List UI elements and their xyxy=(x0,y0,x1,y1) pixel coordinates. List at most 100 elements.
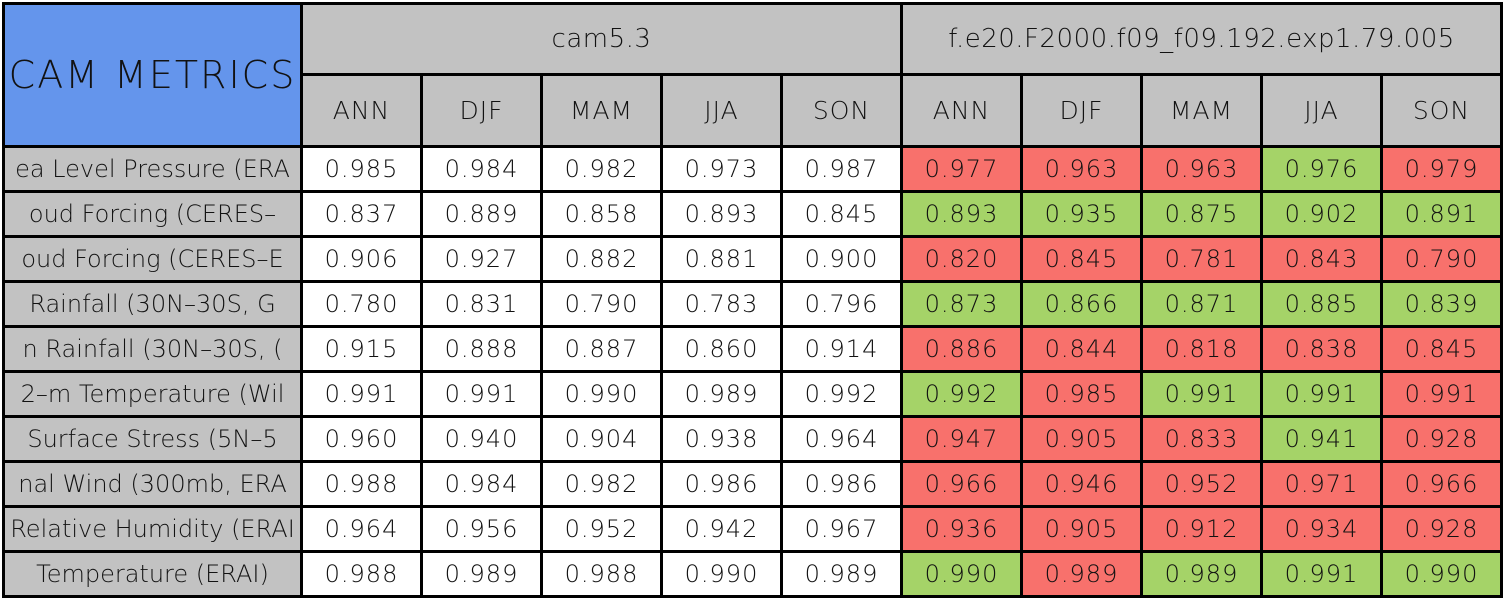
cam53-djf-value: 0.984 xyxy=(420,145,543,193)
exp-mam-value: 0.875 xyxy=(1140,190,1263,238)
season-header-exp-djf: DJF xyxy=(1020,73,1143,148)
table-title-cell: CAM METRICS xyxy=(2,2,303,148)
cam53-ann-value: 0.985 xyxy=(300,145,423,193)
exp-ann-value: 0.977 xyxy=(900,145,1023,193)
metric-label: Relative Humidity (ERAI xyxy=(2,505,303,553)
exp-son-value: 0.966 xyxy=(1380,460,1503,508)
cam53-son-value: 0.845 xyxy=(780,190,903,238)
exp-mam-value: 0.963 xyxy=(1140,145,1263,193)
exp-son-value: 0.891 xyxy=(1380,190,1503,238)
cam53-son-value: 0.992 xyxy=(780,370,903,418)
exp-ann-value: 0.893 xyxy=(900,190,1023,238)
cam53-jja-value: 0.893 xyxy=(660,190,783,238)
exp-djf-value: 0.963 xyxy=(1020,145,1143,193)
season-header-cam53-mam: MAM xyxy=(540,73,663,148)
cam53-ann-value: 0.906 xyxy=(300,235,423,283)
season-header-exp-mam: MAM xyxy=(1140,73,1263,148)
season-header-cam53-jja: JJA xyxy=(660,73,783,148)
cam53-ann-value: 0.991 xyxy=(300,370,423,418)
cam53-mam-value: 0.887 xyxy=(540,325,663,373)
exp-djf-value: 0.844 xyxy=(1020,325,1143,373)
exp-son-value: 0.839 xyxy=(1380,280,1503,328)
season-header-exp-son: SON xyxy=(1380,73,1503,148)
model-header-row: CAM METRICS cam5.3 f.e20.F2000.f09_f09.1… xyxy=(2,2,1503,148)
exp-ann-value: 0.886 xyxy=(900,325,1023,373)
metric-label: Surface Stress (5N–5 xyxy=(2,415,303,463)
cam53-ann-value: 0.988 xyxy=(300,550,423,598)
exp-djf-value: 0.905 xyxy=(1020,415,1143,463)
cam53-son-value: 0.900 xyxy=(780,235,903,283)
cam53-mam-value: 0.952 xyxy=(540,505,663,553)
exp-jja-value: 0.885 xyxy=(1260,280,1383,328)
metric-row: 2–m Temperature (Wil 0.991 0.991 0.990 0.989… xyxy=(2,370,1503,418)
cam53-mam-value: 0.882 xyxy=(540,235,663,283)
cam53-jja-value: 0.881 xyxy=(660,235,783,283)
season-header-cam53-ann: ANN xyxy=(300,73,423,148)
cam53-mam-value: 0.790 xyxy=(540,280,663,328)
metric-row: Temperature (ERAI) 0.988 0.989 0.988 0.990 0.… xyxy=(2,550,1503,598)
cam53-mam-value: 0.904 xyxy=(540,415,663,463)
exp-ann-value: 0.966 xyxy=(900,460,1023,508)
exp-son-value: 0.845 xyxy=(1380,325,1503,373)
exp-jja-value: 0.843 xyxy=(1260,235,1383,283)
cam53-son-value: 0.967 xyxy=(780,505,903,553)
exp-jja-value: 0.838 xyxy=(1260,325,1383,373)
cam53-jja-value: 0.989 xyxy=(660,370,783,418)
exp-mam-value: 0.991 xyxy=(1140,370,1263,418)
cam53-djf-value: 0.989 xyxy=(420,550,543,598)
exp-mam-value: 0.818 xyxy=(1140,325,1263,373)
cam53-mam-value: 0.982 xyxy=(540,145,663,193)
model-header-cam53: cam5.3 xyxy=(300,2,903,76)
cam53-mam-value: 0.858 xyxy=(540,190,663,238)
exp-jja-value: 0.934 xyxy=(1260,505,1383,553)
exp-ann-value: 0.992 xyxy=(900,370,1023,418)
cam53-jja-value: 0.942 xyxy=(660,505,783,553)
cam53-son-value: 0.964 xyxy=(780,415,903,463)
exp-mam-value: 0.871 xyxy=(1140,280,1263,328)
exp-djf-value: 0.935 xyxy=(1020,190,1143,238)
cam53-son-value: 0.989 xyxy=(780,550,903,598)
cam53-jja-value: 0.938 xyxy=(660,415,783,463)
cam53-djf-value: 0.888 xyxy=(420,325,543,373)
exp-mam-value: 0.952 xyxy=(1140,460,1263,508)
exp-jja-value: 0.991 xyxy=(1260,370,1383,418)
metric-row: oud Forcing (CERES–E 0.906 0.927 0.882 0.881… xyxy=(2,235,1503,283)
cam53-djf-value: 0.927 xyxy=(420,235,543,283)
exp-ann-value: 0.936 xyxy=(900,505,1023,553)
cam53-djf-value: 0.940 xyxy=(420,415,543,463)
exp-son-value: 0.790 xyxy=(1380,235,1503,283)
metric-label: oud Forcing (CERES–E xyxy=(2,235,303,283)
exp-mam-value: 0.989 xyxy=(1140,550,1263,598)
exp-jja-value: 0.971 xyxy=(1260,460,1383,508)
cam53-son-value: 0.914 xyxy=(780,325,903,373)
exp-djf-value: 0.985 xyxy=(1020,370,1143,418)
metric-label: ea Level Pressure (ERA xyxy=(2,145,303,193)
metric-row: nal Wind (300mb, ERA 0.988 0.984 0.982 0.986… xyxy=(2,460,1503,508)
exp-son-value: 0.990 xyxy=(1380,550,1503,598)
cam53-son-value: 0.986 xyxy=(780,460,903,508)
cam53-son-value: 0.987 xyxy=(780,145,903,193)
exp-djf-value: 0.866 xyxy=(1020,280,1143,328)
cam53-djf-value: 0.889 xyxy=(420,190,543,238)
exp-son-value: 0.928 xyxy=(1380,505,1503,553)
metric-row: Surface Stress (5N–5 0.960 0.940 0.904 0.938… xyxy=(2,415,1503,463)
cam53-jja-value: 0.990 xyxy=(660,550,783,598)
exp-djf-value: 0.905 xyxy=(1020,505,1143,553)
exp-son-value: 0.991 xyxy=(1380,370,1503,418)
metric-label: Rainfall (30N–30S, G xyxy=(2,280,303,328)
metric-row: Rainfall (30N–30S, G 0.780 0.831 0.790 0.783… xyxy=(2,280,1503,328)
season-header-row: ANN DJF MAM JJA SON ANN DJF MAM JJA SON xyxy=(4,73,1503,148)
exp-djf-value: 0.946 xyxy=(1020,460,1143,508)
metric-label: n Rainfall (30N–30S, ( xyxy=(2,325,303,373)
exp-mam-value: 0.781 xyxy=(1140,235,1263,283)
cam53-jja-value: 0.860 xyxy=(660,325,783,373)
metric-label: 2–m Temperature (Wil xyxy=(2,370,303,418)
cam53-ann-value: 0.964 xyxy=(300,505,423,553)
cam53-mam-value: 0.982 xyxy=(540,460,663,508)
metric-label: oud Forcing (CERES– xyxy=(2,190,303,238)
cam-metrics-table: CAM METRICS cam5.3 f.e20.F2000.f09_f09.1… xyxy=(2,2,1503,598)
exp-ann-value: 0.820 xyxy=(900,235,1023,283)
exp-djf-value: 0.845 xyxy=(1020,235,1143,283)
cam53-ann-value: 0.960 xyxy=(300,415,423,463)
metric-row: n Rainfall (30N–30S, (0.915 0.888 0.887 0.8… xyxy=(2,325,1503,373)
